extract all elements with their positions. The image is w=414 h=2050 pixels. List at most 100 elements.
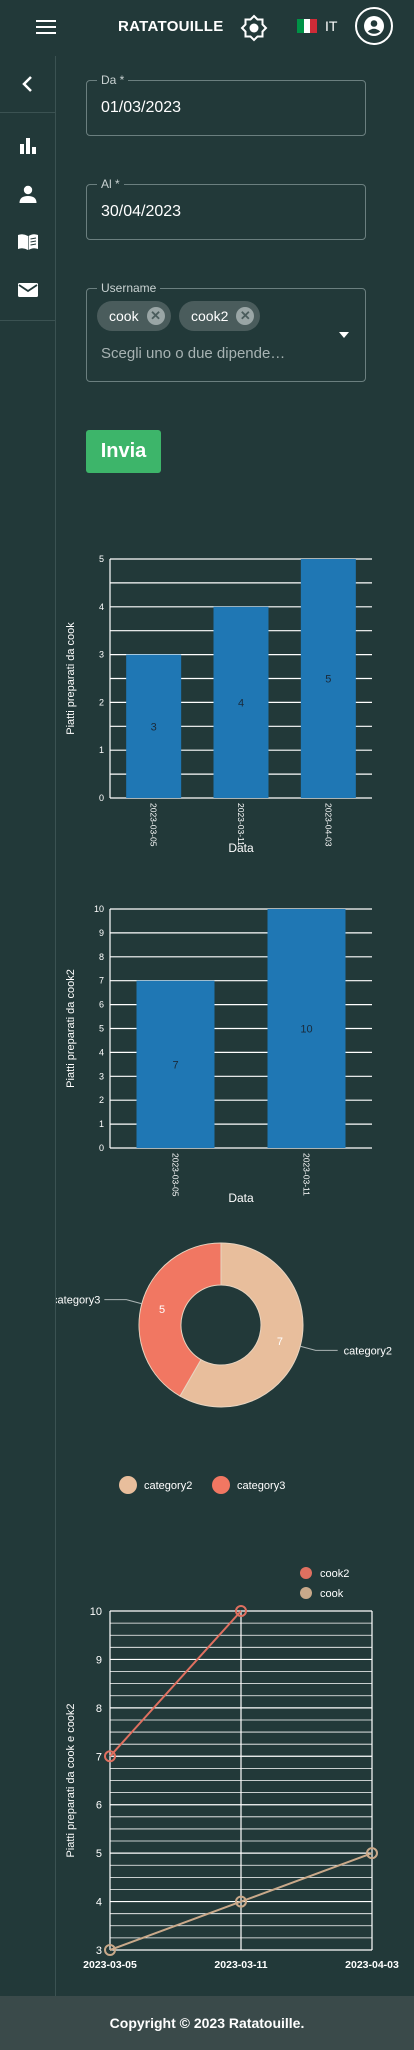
x-tick-label: 2023-04-03 bbox=[345, 1959, 399, 1971]
data-point bbox=[104, 1944, 116, 1956]
y-tick-label: 1 bbox=[99, 1119, 104, 1129]
y-tick-label: 4 bbox=[96, 1897, 102, 1909]
y-tick-label: 8 bbox=[99, 952, 104, 962]
x-tick-label: 2023-03-11 bbox=[214, 1959, 267, 1971]
y-tick-label: 3 bbox=[96, 1945, 102, 1957]
y-tick-label: 5 bbox=[99, 554, 104, 564]
bar-value-label: 10 bbox=[300, 1024, 312, 1036]
pie-slice bbox=[138, 1242, 222, 1397]
sidebar-divider bbox=[0, 112, 56, 113]
brand-title[interactable]: RATATOUILLE bbox=[118, 18, 224, 35]
y-tick-label: 6 bbox=[96, 1800, 102, 1812]
slice-leader-line bbox=[104, 1299, 142, 1305]
line-chart-cook-cook2: 3 4 5 6 7 8 9 10 2023-03-05 2023-03-11 2023-04-03 c… bbox=[65, 1567, 399, 1975]
chip-cook[interactable]: cook ✕ bbox=[97, 301, 171, 331]
submit-button[interactable]: Invia bbox=[86, 430, 161, 473]
y-tick-label: 3 bbox=[99, 650, 104, 660]
y-tick-label: 8 bbox=[96, 1703, 102, 1715]
y-tick-label: 7 bbox=[99, 976, 104, 986]
bar bbox=[136, 980, 215, 1148]
legend-marker bbox=[119, 1476, 137, 1494]
y-tick-label: 2 bbox=[99, 697, 104, 707]
account-button[interactable] bbox=[355, 7, 393, 45]
legend-marker bbox=[300, 1567, 312, 1579]
username-placeholder: Scegli uno o due dipende… bbox=[101, 345, 286, 362]
chip-label: cook2 bbox=[191, 308, 229, 324]
footer: Copyright © 2023 Ratatouille. bbox=[0, 1996, 414, 2050]
x-tick-label: 2023-03-11 bbox=[236, 803, 246, 846]
bar-value-label: 5 bbox=[325, 674, 331, 686]
x-axis-label: Data bbox=[228, 1974, 254, 1975]
chip-remove-icon[interactable]: ✕ bbox=[146, 307, 165, 325]
y-tick-label: 4 bbox=[99, 602, 104, 612]
from-date-label: Da * bbox=[97, 73, 129, 87]
from-date-field[interactable]: Da * 01/03/2023 bbox=[86, 73, 366, 136]
data-point bbox=[235, 1605, 247, 1617]
sidebar bbox=[0, 56, 56, 1996]
bar-chart-cook: 0 1 2 3 4 5 3 2023-03-05 4 2023-03-11 5 2023-04-03 D… bbox=[65, 554, 372, 855]
slice-label: category3 bbox=[56, 1295, 100, 1307]
slice-leader-line bbox=[300, 1345, 338, 1351]
bar-value-label: 4 bbox=[238, 697, 244, 709]
legend-marker bbox=[212, 1476, 230, 1494]
mail-icon[interactable] bbox=[16, 278, 40, 302]
bar bbox=[267, 909, 346, 1148]
legend-marker bbox=[300, 1587, 312, 1599]
y-tick-label: 0 bbox=[99, 793, 104, 803]
legend-label: category2 bbox=[144, 1480, 192, 1492]
from-date-value[interactable]: 01/03/2023 bbox=[101, 99, 182, 116]
language-label: IT bbox=[325, 18, 338, 34]
chip-label: cook bbox=[109, 308, 139, 324]
bar-chart-cook2: 0 1 2 3 4 5 6 7 8 9 10 7 2023-03-05 10 2023-03-11 Data P… bbox=[65, 904, 372, 1205]
y-tick-label: 4 bbox=[99, 1047, 104, 1057]
chevron-left-icon[interactable] bbox=[16, 72, 40, 96]
y-tick-label: 3 bbox=[99, 1071, 104, 1081]
slice-value-label: 7 bbox=[277, 1336, 283, 1348]
to-date-field[interactable]: Al * 30/04/2023 bbox=[86, 177, 366, 240]
y-axis-label: Piatti preparati da cook2 bbox=[65, 969, 77, 1088]
y-tick-label: 7 bbox=[96, 1751, 102, 1763]
chip-cook2[interactable]: cook2 ✕ bbox=[179, 301, 261, 331]
legend-label: cook2 bbox=[320, 1568, 349, 1580]
chip-remove-icon[interactable]: ✕ bbox=[236, 307, 255, 325]
bar bbox=[213, 606, 269, 798]
legend-label: cook bbox=[320, 1588, 344, 1600]
legend-label: category3 bbox=[237, 1480, 285, 1492]
brightness-icon[interactable] bbox=[240, 14, 268, 42]
to-date-label: Al * bbox=[97, 177, 124, 191]
hamburger-menu-icon[interactable] bbox=[34, 16, 58, 40]
bar bbox=[126, 654, 182, 798]
data-point bbox=[366, 1847, 378, 1860]
x-tick-label: 2023-04-03 bbox=[323, 803, 333, 847]
person-icon[interactable] bbox=[16, 182, 40, 206]
x-tick-label: 2023-03-05 bbox=[171, 1153, 181, 1197]
y-tick-label: 0 bbox=[99, 1143, 104, 1153]
sidebar-divider bbox=[0, 320, 56, 321]
dropdown-arrow-icon[interactable] bbox=[339, 332, 349, 338]
account-circle-icon bbox=[364, 16, 384, 36]
username-select[interactable]: Username cook ✕ cook2 ✕ Scegli uno o due… bbox=[86, 281, 366, 382]
y-axis-label: Piatti preparati da cook e cook2 bbox=[65, 1703, 77, 1857]
bar-chart-icon[interactable] bbox=[16, 134, 40, 158]
pie-chart-categories: 7 category2 5 category3 category2 category3 bbox=[56, 1242, 392, 1494]
bar-value-label: 7 bbox=[172, 1059, 178, 1071]
x-tick-label: 2023-03-05 bbox=[149, 803, 159, 847]
pie-slice bbox=[179, 1242, 304, 1408]
to-date-value[interactable]: 30/04/2023 bbox=[101, 203, 182, 220]
italy-flag-icon bbox=[297, 19, 318, 33]
language-selector[interactable]: IT bbox=[297, 18, 337, 34]
book-icon[interactable] bbox=[16, 230, 40, 254]
y-tick-label: 9 bbox=[96, 1654, 102, 1666]
username-label: Username bbox=[97, 281, 161, 295]
y-tick-label: 2 bbox=[99, 1095, 104, 1105]
x-tick-label: 2023-03-11 bbox=[302, 1153, 312, 1196]
y-tick-label: 10 bbox=[94, 904, 104, 914]
slice-value-label: 5 bbox=[159, 1304, 165, 1316]
bar-value-label: 3 bbox=[151, 721, 157, 733]
data-point bbox=[104, 1750, 116, 1763]
y-tick-label: 5 bbox=[99, 1024, 104, 1034]
top-bar: RATATOUILLE IT bbox=[0, 0, 414, 56]
copyright-text: Copyright © 2023 Ratatouille. bbox=[109, 2015, 305, 2031]
y-tick-label: 9 bbox=[99, 928, 104, 938]
bar bbox=[300, 559, 356, 798]
